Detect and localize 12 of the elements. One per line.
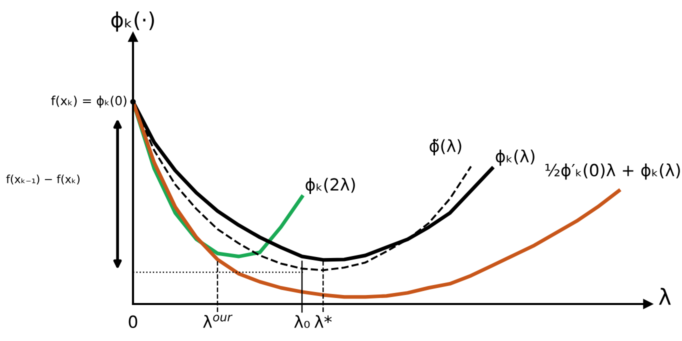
series-label: ϕₖ(2λ) [306, 178, 355, 194]
x-tick-label: λ$^{our}$ [203, 314, 233, 328]
series-label: ½ϕ′ₖ(0)λ + ϕₖ(λ) [545, 163, 680, 180]
y-axis-title: ϕₖ(·) [111, 11, 154, 32]
x-tick-label: 0 [128, 315, 138, 328]
x-tick-label: λ₀ [294, 315, 310, 328]
series-label: ϕₖ(λ) [496, 150, 534, 166]
x-tick-label: λ* [314, 315, 332, 328]
series-label: ϕ̃(λ) [430, 138, 462, 156]
annotation: f(xₖ) = ϕₖ(0) [51, 96, 126, 108]
x-axis-title: λ [658, 288, 671, 305]
text: f(xₖ₋₁) − f(xₖ) [6, 174, 80, 185]
